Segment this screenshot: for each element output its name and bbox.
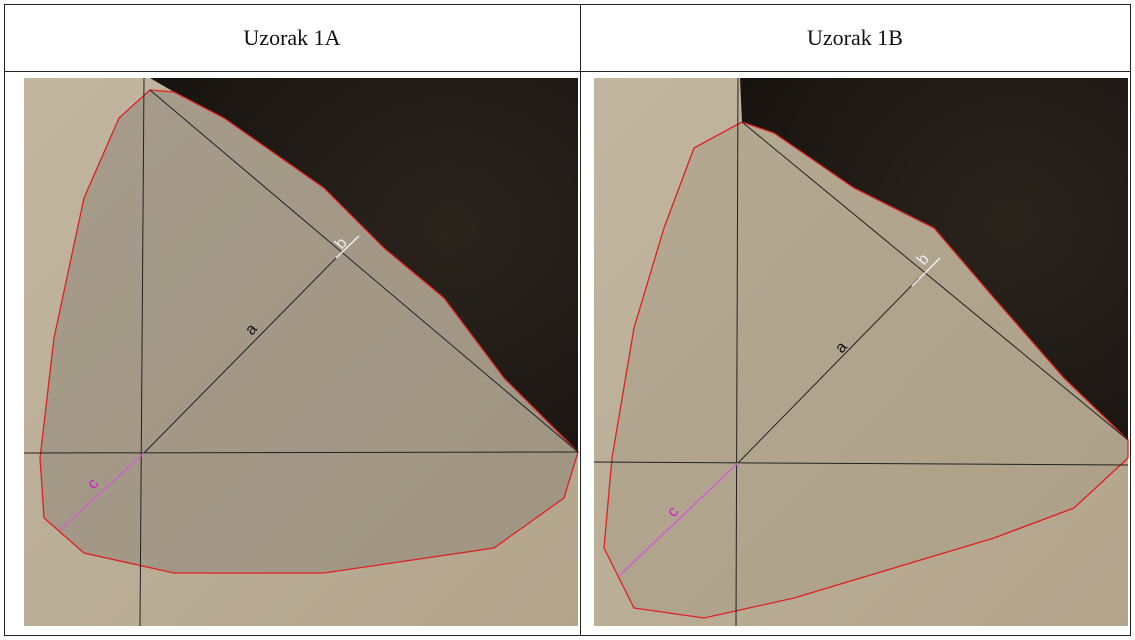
- header-cell: Uzorak 1A: [243, 25, 340, 50]
- measure-b: [911, 257, 941, 287]
- header-cell: Uzorak 1B: [807, 25, 903, 50]
- axis-line: [23, 451, 579, 454]
- micrograph: a b c: [23, 77, 579, 627]
- dark-region: [740, 78, 1128, 440]
- edge-line: [741, 121, 1129, 441]
- region-outline: [603, 121, 1129, 619]
- measure-b: [335, 235, 360, 259]
- micrograph: a b c: [593, 77, 1129, 627]
- table-border: [4, 4, 1131, 636]
- axis-line: [139, 77, 145, 627]
- measure-c: [619, 462, 739, 576]
- edge-line: [149, 89, 579, 453]
- table: Uzorak 1A Uzorak 1B: [4, 4, 1131, 636]
- axis-line: [735, 77, 739, 627]
- measure-a: [737, 277, 920, 464]
- axis-line: [593, 461, 1129, 466]
- measure-c: [59, 452, 145, 531]
- dark-region: [150, 78, 578, 452]
- measure-a: [143, 247, 347, 454]
